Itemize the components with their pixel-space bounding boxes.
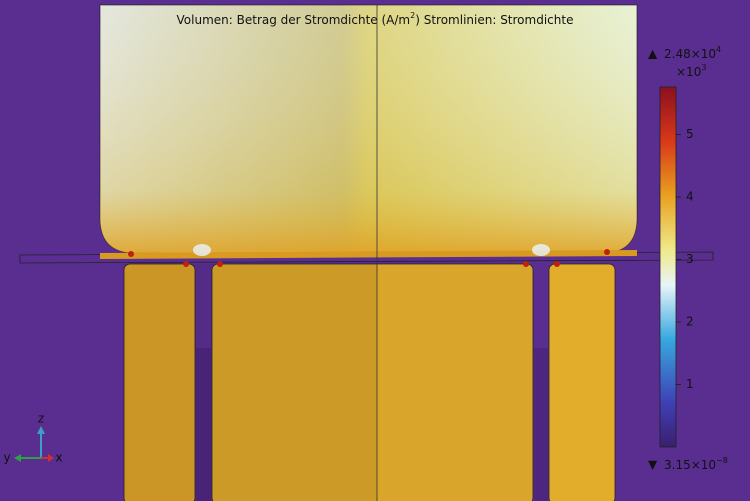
axis-x: x [55, 451, 62, 465]
axis-y: y [3, 451, 10, 465]
tick-label: 5 [686, 127, 694, 141]
cold-spots [193, 244, 550, 256]
tick-label: 3 [686, 252, 694, 266]
pillar [211, 263, 534, 501]
pillar [548, 263, 616, 501]
upper-domain-shade [100, 5, 637, 253]
pillar [123, 263, 196, 501]
tick-label: 1 [686, 377, 694, 391]
tick-label: 4 [686, 190, 694, 204]
min-label: 3.15×10−8 [664, 456, 728, 472]
max-marker: ▲ [648, 47, 658, 61]
gap [534, 348, 548, 501]
tick-label: 2 [686, 315, 694, 329]
shade [124, 264, 377, 501]
colorbar [659, 86, 677, 448]
axis-z: z [38, 412, 44, 426]
max-label: 2.48×104 [664, 45, 721, 61]
hot-spots [128, 249, 610, 267]
plot-title: Volumen: Betrag der Stromdichte (A/m2) S… [177, 11, 574, 27]
min-marker: ▼ [648, 458, 658, 472]
gap [196, 348, 211, 501]
thin-layer-hot [100, 250, 637, 259]
colorbar-ticks: 1 2 3 4 5 [676, 127, 694, 391]
scale-label: ×103 [676, 63, 706, 79]
axis-triad: z y x [3, 412, 62, 465]
